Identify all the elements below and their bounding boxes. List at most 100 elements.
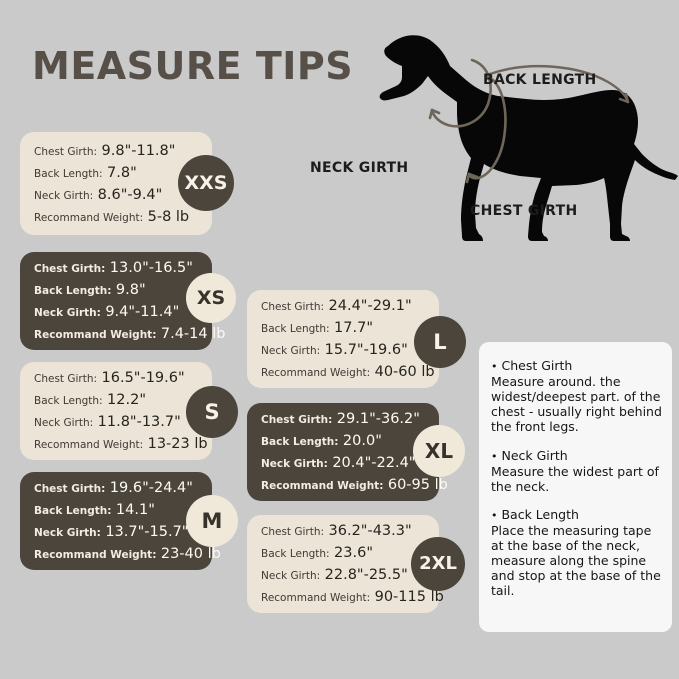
page-title: MEASURE TIPS [32, 44, 354, 88]
field-neck-value: 15.7"-19.6" [324, 342, 408, 358]
field-back: Back Length: 12.2" [34, 392, 158, 408]
field-weight-label: Recommand Weight: [34, 211, 144, 224]
field-chest-label: Chest Girth: [34, 145, 98, 158]
field-chest: Chest Girth: 29.1"-36.2" [261, 411, 420, 427]
field-weight-value: 7.4-14 lb [160, 326, 226, 342]
field-weight-value: 40-60 lb [374, 364, 435, 380]
field-weight: Recommand Weight: 7.4-14 lb [34, 326, 225, 342]
size-badge-xxs[interactable]: XXS [178, 155, 234, 211]
field-weight: Recommand Weight: 5-8 lb [34, 209, 189, 225]
field-back: Back Length: 20.0" [261, 433, 385, 449]
bullet-icon: • [491, 449, 498, 463]
instruction-heading-text: Chest Girth [501, 358, 573, 373]
field-weight: Recommand Weight: 90-115 lb [261, 589, 444, 605]
instruction-chest-girth: • Chest Girth Measure around. the widest… [491, 358, 664, 435]
field-weight-label: Recommand Weight: [261, 592, 371, 604]
field-weight-label: Recommand Weight: [261, 480, 384, 492]
field-neck-value: 22.8"-25.5" [324, 567, 408, 583]
field-neck-value: 11.8"-13.7" [97, 414, 181, 430]
field-back-value: 14.1" [115, 502, 155, 518]
field-chest-label: Chest Girth: [34, 373, 98, 385]
size-card-l[interactable]: Chest Girth: 24.4"-29.1" Back Length: 17… [247, 290, 439, 388]
field-back-label: Back Length: [261, 548, 330, 560]
field-weight-value: 23-40 lb [160, 546, 221, 562]
field-chest-value: 29.1"-36.2" [336, 411, 420, 427]
field-neck-value: 8.6"-9.4" [97, 186, 163, 203]
field-back-value: 12.2" [107, 392, 147, 408]
field-chest-value: 24.4"-29.1" [328, 298, 412, 314]
field-weight-label: Recommand Weight: [34, 439, 144, 451]
size-card-fields: Chest Girth: 29.1"-36.2" Back Length: 20… [261, 411, 448, 493]
label-neck-girth: NECK GIRTH [310, 160, 409, 176]
field-chest-value: 19.6"-24.4" [109, 480, 193, 496]
dog-silhouette-path [379, 35, 678, 242]
size-card-fields: Chest Girth: 16.5"-19.6" Back Length: 12… [34, 370, 208, 452]
size-card-fields: Chest Girth: 9.8"-11.8" Back Length: 7.8… [34, 143, 189, 225]
field-back: Back Length: 9.8" [34, 282, 158, 298]
dog-illustration [330, 28, 679, 263]
field-chest-value: 36.2"-43.3" [328, 523, 412, 539]
field-weight-value: 13-23 lb [147, 436, 208, 452]
size-card-xxs[interactable]: Chest Girth: 9.8"-11.8" Back Length: 7.8… [20, 132, 212, 235]
size-card-fields: Chest Girth: 24.4"-29.1" Back Length: 17… [261, 298, 435, 380]
field-neck: Neck Girth: 15.7"-19.6" [261, 342, 408, 358]
field-back: Back Length: 7.8" [34, 165, 158, 181]
field-back-label: Back Length: [34, 285, 112, 297]
instruction-body: Place the measuring tape at the base of … [491, 522, 661, 599]
field-neck-value: 20.4"-22.4" [332, 455, 416, 471]
field-neck: Neck Girth: 20.4"-22.4" [261, 455, 415, 471]
field-back-label: Back Length: [34, 505, 112, 517]
field-chest-label: Chest Girth: [261, 526, 325, 538]
instruction-body: Measure the widest part of the neck. [491, 463, 659, 494]
size-badge-xl[interactable]: XL [413, 425, 465, 477]
field-weight-label: Recommand Weight: [34, 329, 157, 341]
field-chest: Chest Girth: 24.4"-29.1" [261, 298, 412, 314]
field-neck-label: Neck Girth: [261, 458, 328, 470]
size-card-xl[interactable]: Chest Girth: 29.1"-36.2" Back Length: 20… [247, 403, 448, 501]
instruction-heading-text: Back Length [501, 506, 579, 522]
field-chest-label: Chest Girth: [261, 301, 325, 313]
size-badge-s[interactable]: S [186, 386, 238, 438]
field-chest: Chest Girth: 36.2"-43.3" [261, 523, 412, 539]
size-badge-m[interactable]: M [186, 495, 238, 547]
field-back-value: 20.0" [342, 433, 382, 449]
field-weight: Recommand Weight: 60-95 lb [261, 477, 448, 493]
instruction-heading: • Neck Girth [491, 448, 664, 463]
field-weight: Recommand Weight: 40-60 lb [261, 364, 435, 380]
field-weight: Recommand Weight: 23-40 lb [34, 546, 221, 562]
field-back: Back Length: 14.1" [34, 502, 158, 518]
field-neck-label: Neck Girth: [34, 307, 101, 319]
field-neck-label: Neck Girth: [34, 527, 101, 539]
field-chest: Chest Girth: 16.5"-19.6" [34, 370, 185, 386]
size-badge-2xl[interactable]: 2XL [411, 537, 465, 591]
field-weight-label: Recommand Weight: [34, 549, 157, 561]
field-neck: Neck Girth: 8.6"-9.4" [34, 187, 162, 203]
instruction-heading: • Back Length [491, 507, 664, 522]
field-back-value: 9.8" [115, 282, 146, 298]
field-neck-label: Neck Girth: [261, 570, 321, 582]
field-back-value: 23.6" [334, 545, 374, 561]
size-card-fields: Chest Girth: 36.2"-43.3" Back Length: 23… [261, 523, 444, 605]
size-card-fields: Chest Girth: 13.0"-16.5" Back Length: 9.… [34, 260, 225, 342]
field-weight-label: Recommand Weight: [261, 367, 371, 379]
field-weight-value: 60-95 lb [387, 477, 448, 493]
chest-girth-arrow [465, 73, 507, 184]
field-back: Back Length: 23.6" [261, 545, 385, 561]
size-card-s[interactable]: Chest Girth: 16.5"-19.6" Back Length: 12… [20, 362, 212, 460]
size-card-2xl[interactable]: Chest Girth: 36.2"-43.3" Back Length: 23… [247, 515, 444, 613]
field-back-label: Back Length: [261, 323, 330, 335]
field-neck-label: Neck Girth: [34, 189, 94, 202]
instruction-body: Measure around. the widest/deepest part.… [491, 374, 662, 435]
back-length-arrow [488, 64, 630, 104]
field-neck: Neck Girth: 9.4"-11.4" [34, 304, 179, 320]
size-badge-xs[interactable]: XS [186, 273, 236, 323]
field-chest: Chest Girth: 9.8"-11.8" [34, 143, 175, 159]
measuring-instructions-panel: • Chest Girth Measure around. the widest… [479, 342, 672, 632]
field-back-label: Back Length: [34, 395, 103, 407]
size-badge-l[interactable]: L [414, 316, 466, 368]
field-neck-label: Neck Girth: [261, 345, 321, 357]
size-card-m[interactable]: Chest Girth: 19.6"-24.4" Back Length: 14… [20, 472, 221, 570]
size-card-xs[interactable]: Chest Girth: 13.0"-16.5" Back Length: 9.… [20, 252, 225, 350]
field-back: Back Length: 17.7" [261, 320, 385, 336]
